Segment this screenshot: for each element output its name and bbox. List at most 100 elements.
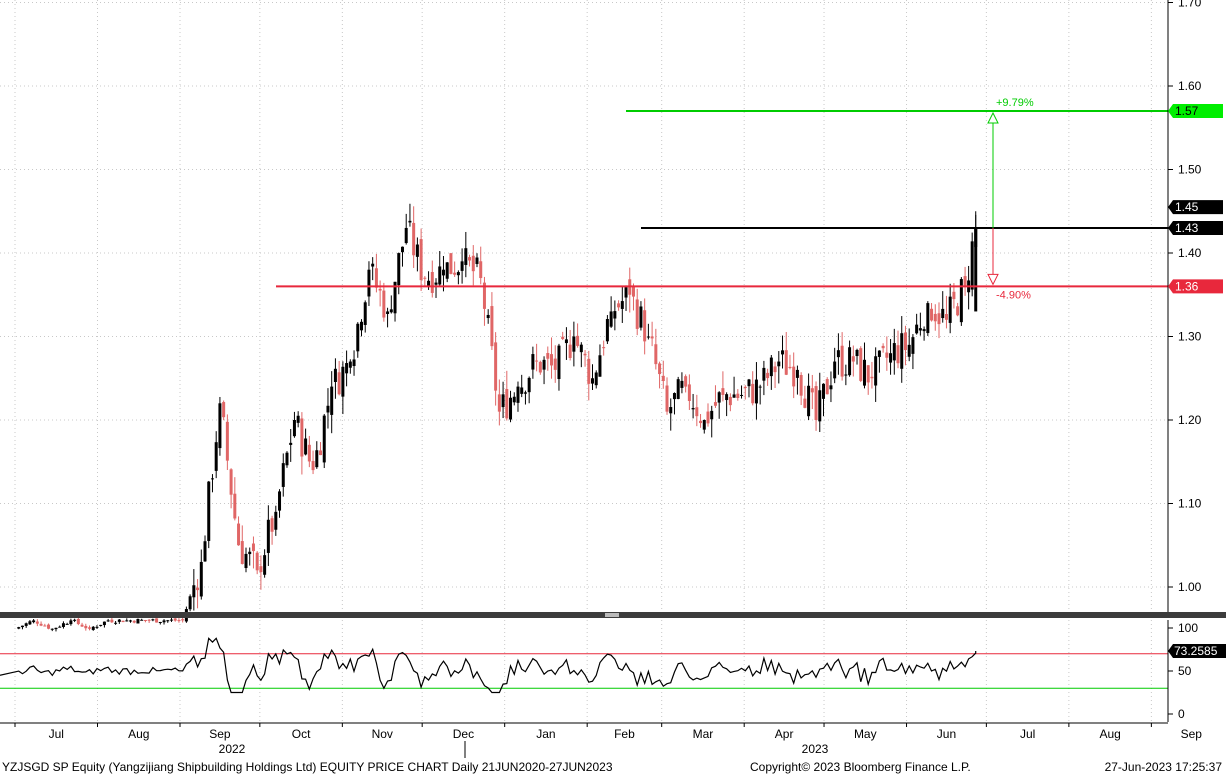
candle-body: [415, 244, 419, 257]
candle-body: [468, 257, 472, 261]
candle-body: [862, 359, 866, 386]
candle-body: [743, 386, 747, 389]
rsi-tick-label: 100: [1178, 621, 1198, 635]
candle-body: [874, 356, 878, 386]
candle-body: [822, 383, 825, 399]
candle-body: [445, 262, 449, 279]
candle-body: [605, 319, 609, 342]
candle-body: [345, 363, 349, 374]
candle-body: [617, 303, 621, 308]
candle-body: [43, 625, 47, 627]
candle-body: [17, 627, 21, 629]
candle-body: [50, 628, 54, 630]
candle-body: [706, 411, 710, 424]
month-label: Aug: [1099, 727, 1120, 741]
candle-body: [829, 385, 833, 390]
candle-body: [646, 336, 650, 338]
price-tick-label: 1.10: [1178, 497, 1202, 511]
candle-body: [319, 450, 323, 456]
candle-body: [382, 290, 386, 318]
candle-body: [594, 372, 598, 386]
support-tag: [1168, 279, 1223, 294]
footer-right: 27-Jun-2023 17:25:37: [1104, 760, 1222, 774]
candle-body: [326, 405, 330, 413]
month-label: Dec: [453, 727, 474, 741]
candle-body: [926, 303, 930, 334]
month-label: Sep: [1181, 727, 1203, 741]
axes: 1.00 1.10 1.20 1.30 1.40 1.50 1.60 1.70 0 50 100 1.…: [0, 0, 1226, 758]
candle-body: [509, 397, 513, 420]
candle-body: [475, 257, 479, 264]
candle-body: [352, 359, 356, 367]
candle-body: [851, 356, 855, 362]
candle-body: [944, 313, 948, 320]
candle-body: [307, 444, 311, 462]
month-label: Aug: [128, 727, 149, 741]
candle-body: [95, 626, 99, 628]
candle-body: [281, 463, 285, 487]
candle-body: [699, 420, 703, 424]
candle-body: [833, 361, 837, 379]
candle-body: [602, 347, 606, 349]
candle-body: [169, 619, 173, 621]
candle-body: [166, 620, 170, 622]
candle-body: [173, 618, 177, 621]
candle-body: [333, 368, 337, 382]
candle-body: [650, 336, 654, 339]
resistance-tag: [1168, 104, 1223, 119]
candle-body: [970, 241, 974, 290]
month-label: Jul: [1020, 727, 1035, 741]
candle-body: [952, 291, 956, 300]
month-label: Jan: [536, 727, 555, 741]
candle-body: [58, 626, 62, 628]
rsi-tick-label: 0: [1178, 707, 1185, 721]
candle-body: [527, 377, 531, 393]
candle-body: [278, 491, 282, 511]
candle-body: [393, 281, 397, 314]
month-label: Feb: [614, 727, 635, 741]
candle-body: [80, 624, 84, 627]
candle-body: [218, 403, 222, 449]
candle-body: [702, 420, 706, 430]
candle-body: [214, 442, 218, 471]
candle-body: [877, 350, 881, 357]
month-label: May: [854, 727, 877, 741]
candle-body: [270, 518, 274, 532]
candle-body: [736, 393, 740, 399]
candle-body: [635, 299, 639, 329]
candle-body: [501, 394, 505, 408]
candle-body: [792, 366, 796, 387]
candle-body: [151, 619, 155, 621]
candle-body: [687, 384, 691, 402]
candle-body: [505, 389, 509, 419]
candle-body: [482, 282, 486, 309]
candle-body: [136, 618, 140, 624]
candle-body: [162, 620, 166, 623]
candle-body: [121, 620, 125, 623]
footer-left: YZJSGD SP Equity (Yangzijiang Shipbuildi…: [2, 760, 613, 774]
candle-body: [564, 339, 568, 344]
resistance-label: 1.57: [1175, 104, 1199, 118]
month-label: Apr: [775, 727, 794, 741]
candle-body: [266, 519, 270, 553]
candle-body: [520, 387, 524, 394]
candle-body: [669, 407, 673, 414]
candle-body: [624, 287, 628, 298]
candle-body: [836, 350, 840, 358]
candle-body: [631, 286, 635, 297]
candle-body: [587, 358, 591, 384]
candle-body: [684, 376, 688, 387]
candle-body: [251, 543, 255, 552]
candle-body: [237, 523, 241, 546]
year-label: 2023: [802, 742, 829, 756]
candle-body: [579, 344, 583, 353]
candle-body: [814, 386, 818, 420]
candle-body: [494, 342, 498, 391]
candle-body: [591, 378, 594, 384]
candle-body: [389, 309, 393, 313]
candle-body: [192, 585, 196, 598]
candle-body: [292, 420, 296, 437]
candle-body: [959, 279, 963, 323]
candle-body: [304, 438, 308, 455]
candle-body: [240, 541, 244, 564]
